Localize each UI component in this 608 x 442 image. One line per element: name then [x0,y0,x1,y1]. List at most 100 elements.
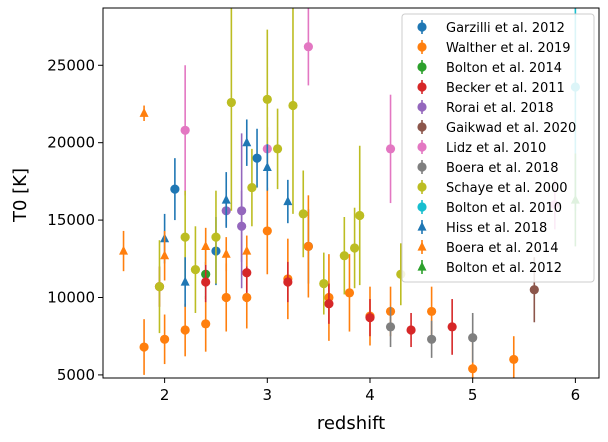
point-schaye-et-al-2000-12 [349,243,360,253]
legend-marker-hiss-et-al-2018 [417,221,427,231]
y-tick-label-5000: 5000 [57,366,95,384]
point-becker-et-al-2011-3 [283,277,293,287]
x-tick-label-4: 4 [365,386,375,404]
point-schaye-et-al-2000-11 [339,251,349,261]
point-walther-et-al-2019-1 [160,334,170,344]
legend-label-rorai-et-al-2018: Rorai et al. 2018 [446,101,554,116]
legend-label-boera-et-al-2018: Boera et al. 2018 [446,161,558,176]
y-tick-label-10000: 10000 [47,288,95,306]
point-boera-et-al-2014-1 [139,107,149,117]
legend-entry-boera-et-al-2018: Boera et al. 2018 [417,160,558,176]
point-boera-et-al-2018-0 [385,322,396,332]
point-walther-et-al-2019-10 [344,288,355,298]
point-hiss-et-al-2018-2 [221,194,231,204]
point-schaye-et-al-2000-4 [226,97,236,108]
legend-entry-bolton-et-al-2012: Bolton et al. 2012 [417,260,562,276]
series-boera-et-al-2014 [119,105,252,281]
legend-label-schaye-et-al-2000: Schaye et al. 2000 [446,181,568,196]
point-schaye-et-al-2000-3 [211,232,221,242]
point-garzilli-et-al-2012-2 [252,153,262,163]
point-boera-et-al-2014-5 [242,245,252,255]
data-layer [119,8,580,378]
legend-label-boera-et-al-2014: Boera et al. 2014 [446,241,558,256]
plot-area: 2 3 4 5 6 5000 10000 15000 20000 25000 [47,7,600,404]
point-becker-et-al-2011-1 [201,277,211,287]
point-becker-et-al-2011-2 [242,268,252,278]
point-becker-et-al-2011-5 [365,313,375,323]
legend-label-hiss-et-al-2018: Hiss et al. 2018 [446,221,547,236]
legend-label-lidz-et-al-2010: Lidz et al. 2010 [446,141,546,156]
point-becker-et-al-2011-4 [324,299,334,309]
legend-entry-bolton-et-al-2010: Bolton et al. 2010 [417,200,562,216]
point-walther-et-al-2019-4 [221,292,231,303]
point-hiss-et-al-2018-3 [242,137,252,147]
x-tick-label-5: 5 [468,386,478,404]
legend-marker-bolton-et-al-2012 [417,261,427,271]
legend-marker-lidz-et-al-2010 [417,142,427,152]
legend-marker-boera-et-al-2018 [417,162,427,172]
axes-frame [102,7,600,379]
point-lidz-et-al-2010-0 [180,125,190,135]
point-becker-et-al-2011-7 [447,322,457,332]
point-boera-et-al-2018-2 [468,333,478,343]
point-schaye-et-al-2000-5 [247,182,257,193]
point-walther-et-al-2019-3 [201,319,211,329]
x-tick-label-3: 3 [263,386,273,404]
legend-label-bolton-et-al-2012: Bolton et al. 2012 [446,261,562,276]
point-hiss-et-al-2018-5 [283,196,293,206]
point-walther-et-al-2019-2 [180,325,190,335]
point-schaye-et-al-2000-2 [190,265,201,275]
point-walther-et-al-2019-0 [139,342,149,352]
point-boera-et-al-2014-0 [119,245,129,255]
point-schaye-et-al-2000-10 [319,278,329,289]
point-garzilli-et-al-2012-0 [170,184,180,194]
legend: Garzilli et al. 2012 Walther et al. 2019 B… [401,13,595,283]
point-walther-et-al-2019-15 [509,354,519,365]
point-walther-et-al-2019-6 [262,226,272,236]
point-boera-et-al-2018-1 [427,334,437,344]
legend-entry-lidz-et-al-2010: Lidz et al. 2010 [417,140,546,156]
legend-marker-bolton-et-al-2010 [417,202,427,212]
legend-entry-hiss-et-al-2018: Hiss et al. 2018 [417,220,547,236]
point-schaye-et-al-2000-9 [298,209,308,219]
point-walther-et-al-2019-13 [427,306,437,317]
legend-entry-boera-et-al-2014: Boera et al. 2014 [417,240,558,256]
point-walther-et-al-2019-14 [468,364,478,374]
legend-box [401,13,595,283]
x-tick-label-2: 2 [160,386,170,404]
legend-label-garzilli-et-al-2012: Garzilli et al. 2012 [446,21,565,36]
legend-entry-gaikwad-et-al-2020: Gaikwad et al. 2020 [417,120,576,136]
series-walther-et-al-2019 [139,187,519,378]
point-walther-et-al-2019-8 [303,241,313,252]
legend-marker-bolton-et-al-2014 [417,62,427,72]
y-tick-label-25000: 25000 [47,56,95,74]
legend-marker-walther-et-al-2019 [417,42,427,52]
series-boera-et-al-2018 [385,306,478,363]
point-walther-et-al-2019-5 [242,292,252,303]
point-schaye-et-al-2000-1 [180,232,190,242]
legend-marker-boera-et-al-2014 [417,241,427,251]
legend-marker-becker-et-al-2011 [417,82,427,92]
point-rorai-et-al-2018-2 [237,206,247,216]
series-rorai-et-al-2018 [221,133,247,289]
legend-marker-gaikwad-et-al-2020 [417,122,427,132]
point-schaye-et-al-2000-0 [154,282,165,292]
point-becker-et-al-2011-6 [406,325,416,335]
point-schaye-et-al-2000-6 [262,94,272,104]
legend-label-gaikwad-et-al-2020: Gaikwad et al. 2020 [446,121,576,136]
legend-entry-rorai-et-al-2018: Rorai et al. 2018 [417,100,554,116]
point-boera-et-al-2014-4 [221,248,231,258]
point-schaye-et-al-2000-7 [272,144,283,154]
point-schaye-et-al-2000-13 [355,210,365,221]
point-lidz-et-al-2010-2 [303,42,313,52]
point-schaye-et-al-2000-8 [288,100,298,111]
legend-marker-rorai-et-al-2018 [417,102,427,112]
legend-marker-garzilli-et-al-2012 [417,22,427,32]
point-gaikwad-et-al-2020-0 [529,285,539,295]
legend-label-bolton-et-al-2010: Bolton et al. 2010 [446,201,562,216]
series-schaye-et-al-2000 [154,8,406,334]
point-boera-et-al-2014-3 [201,241,211,251]
point-hiss-et-al-2018-4 [262,162,272,172]
legend-entry-becker-et-al-2011: Becker et al. 2011 [417,80,565,96]
